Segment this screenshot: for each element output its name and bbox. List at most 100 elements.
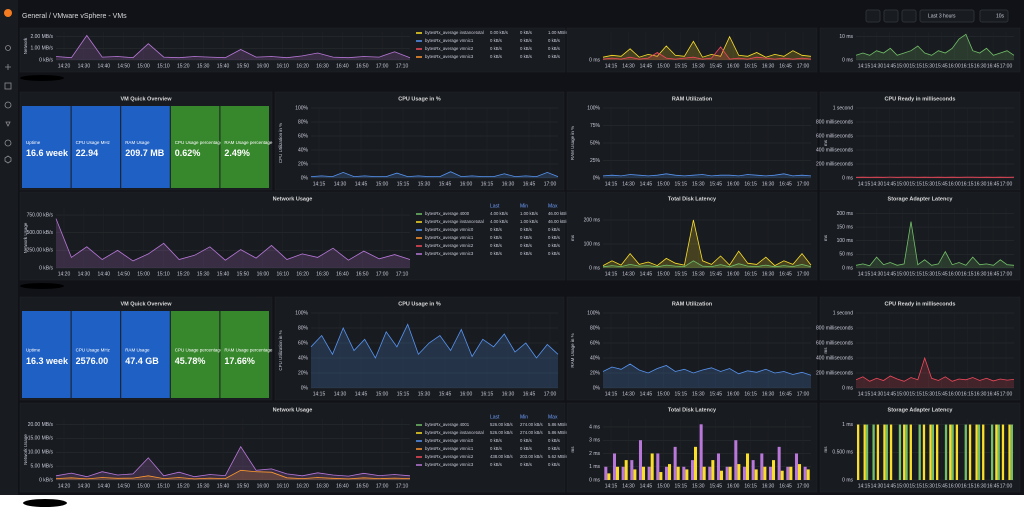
x-tick-label: 16:40 (336, 271, 349, 277)
x-tick-label: 16:10 (276, 63, 289, 69)
breadcrumb[interactable]: General / VMware vSphere - VMs (22, 13, 127, 20)
x-tick-label: 14:30 (622, 483, 635, 489)
y-tick-label: 100 ms (584, 241, 601, 247)
x-tick-label: 17:00 (1000, 181, 1013, 187)
x-tick-label: 14:30 (871, 181, 884, 187)
legend-cell: 438.00 kB/s (490, 454, 513, 459)
y-tick-label: 100% (587, 310, 600, 316)
legend-cell: bytesRx_average vmnic0 (425, 438, 474, 443)
x-tick-label: 16:45 (779, 271, 792, 277)
legend-cell: bytesRx_average instancetotal (425, 30, 484, 35)
x-tick-label: 15:00 (137, 271, 150, 277)
y-axis-label: Network Usage (23, 434, 28, 465)
y-tick-label: 400 milliseconds (816, 355, 853, 361)
legend-cell: bytesRx_average vmnic3 (425, 54, 474, 59)
bar (865, 424, 869, 480)
time-picker[interactable] (919, 9, 975, 23)
legend-cell: 0 kB/s (548, 46, 560, 51)
bar (673, 446, 677, 480)
y-axis-label: Network (23, 37, 28, 54)
bar (968, 424, 972, 480)
x-tick-label: 16:45 (987, 63, 1000, 69)
series-line (602, 173, 812, 177)
series-line (602, 46, 812, 60)
y-tick-label: 0 ms (842, 57, 853, 63)
panel-title: VM Quick Overview (120, 96, 172, 102)
x-tick-label: 16:50 (356, 271, 369, 277)
panel (274, 296, 565, 401)
legend-header: Last (490, 414, 500, 420)
x-tick-label: 14:20 (58, 271, 71, 277)
x-tick-label: 14:15 (605, 483, 618, 489)
bar (975, 424, 978, 480)
y-axis-label: ms (570, 234, 575, 241)
x-tick-label: 16:45 (987, 271, 1000, 277)
bar (772, 460, 776, 480)
x-tick-label: 16:30 (974, 271, 987, 277)
y-tick-label: 1 second (833, 105, 854, 111)
x-tick-label: 15:15 (909, 483, 922, 489)
x-tick-label: 14:45 (355, 391, 368, 397)
y-tick-label: 20% (590, 370, 601, 376)
stat-value: 16.3 week (26, 356, 69, 366)
refresh[interactable]: 10s (996, 13, 1005, 19)
legend-cell: 203.00 kB/s (520, 454, 543, 459)
legend-cell: bytesRx_average vmnic1 (425, 235, 474, 240)
x-tick-label: 15:40 (217, 63, 230, 69)
series-line (55, 34, 411, 59)
x-tick-label: 15:30 (922, 271, 935, 277)
series-area (56, 35, 410, 60)
x-tick-label: 16:00 (948, 181, 961, 187)
legend-cell: 1.00 kB/s (520, 211, 538, 216)
x-tick-label: 15:00 (657, 391, 670, 397)
y-axis-label: CPU Utilization in % (278, 330, 283, 370)
x-tick-label: 14:30 (622, 63, 635, 69)
x-tick-label: 17:00 (797, 391, 810, 397)
x-tick-label: 16:00 (257, 63, 270, 69)
x-tick-label: 16:30 (502, 181, 515, 187)
time-range[interactable]: Last 3 hours (928, 13, 956, 19)
y-tick-label: 80% (298, 325, 309, 331)
x-tick-label: 15:00 (376, 391, 389, 397)
legend-cell: 526.00 kB/s (490, 422, 513, 427)
x-tick-label: 14:15 (858, 391, 871, 397)
x-tick-label: 16:30 (316, 63, 329, 69)
stat-label: RAM Usage (125, 140, 150, 145)
legend-cell: 0 kB/s (520, 446, 532, 451)
refresh-picker[interactable] (979, 9, 1009, 23)
bar (794, 453, 798, 480)
legend-cell: 5.86 MB/s (548, 430, 567, 435)
bar (621, 466, 625, 480)
x-tick-label: 17:00 (376, 483, 389, 489)
series-line (602, 260, 812, 268)
bar (676, 466, 680, 480)
x-tick-label: 15:15 (675, 63, 688, 69)
x-tick-label: 15:00 (657, 271, 670, 277)
x-tick-label: 15:45 (935, 271, 948, 277)
x-tick-label: 16:15 (744, 181, 757, 187)
panel (19, 27, 566, 73)
y-tick-label: 80% (590, 325, 601, 331)
legend-cell: 0 kB/s (520, 38, 532, 43)
x-tick-label: 14:30 (871, 483, 884, 489)
legend-header: Max (548, 414, 558, 420)
x-tick-label: 15:15 (675, 391, 688, 397)
legend-cell: 0 kB/s (490, 243, 502, 248)
bar (647, 466, 651, 480)
stat-value: 2576.00 (76, 356, 109, 366)
legend-cell: 0 kB/s (490, 54, 502, 59)
y-tick-label: 60% (298, 340, 309, 346)
y-tick-label: 1 ms (589, 464, 600, 470)
y-tick-label: 100% (295, 310, 308, 316)
panel-title: CPU Usage in % (398, 301, 441, 307)
x-tick-label: 15:45 (709, 271, 722, 277)
toolbar-buttons[interactable] (865, 9, 917, 23)
stat-value: 2.49% (224, 148, 250, 158)
x-tick-label: 15:30 (922, 391, 935, 397)
logo[interactable] (4, 9, 12, 17)
x-tick-label: 15:50 (237, 63, 250, 69)
panel (19, 191, 566, 281)
y-tick-label: 0 ms (589, 57, 600, 63)
bar (909, 424, 912, 480)
